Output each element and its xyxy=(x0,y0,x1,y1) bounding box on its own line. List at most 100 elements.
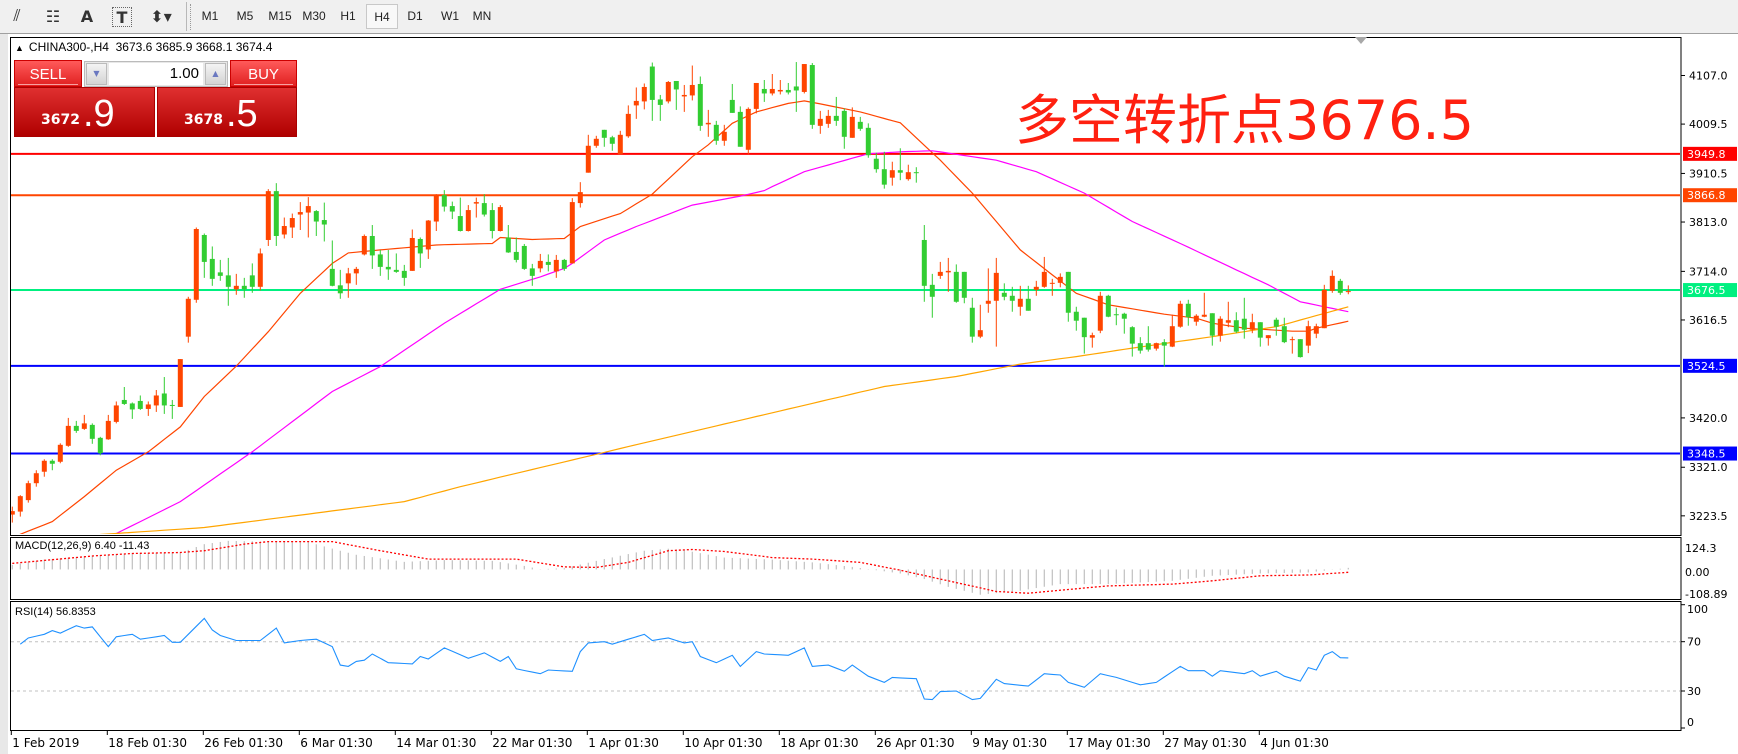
timeframe-m15[interactable]: M15 xyxy=(268,9,292,23)
timeframe-m5[interactable]: M5 xyxy=(236,9,254,23)
candle-body xyxy=(569,202,575,264)
candle xyxy=(129,402,135,419)
candle xyxy=(385,249,391,280)
candle xyxy=(657,94,663,121)
equidistant-channel-icon[interactable]: ⫽ xyxy=(13,6,21,25)
arrows-icon[interactable]: ⬍▾ xyxy=(150,6,172,26)
candle xyxy=(329,240,335,287)
date-label: 14 Mar 01:30 xyxy=(396,736,476,750)
candle xyxy=(409,229,415,271)
candle xyxy=(1049,278,1055,296)
candle-body xyxy=(185,298,191,337)
candle xyxy=(441,190,447,212)
candle xyxy=(73,420,79,433)
candle xyxy=(449,201,455,220)
price-tick-label: 3616.5 xyxy=(1689,314,1728,327)
candle-body xyxy=(97,437,103,454)
candle-body xyxy=(1345,291,1351,293)
candle-body xyxy=(1065,271,1071,313)
candle xyxy=(497,205,503,232)
candle xyxy=(1345,285,1351,295)
candle-body xyxy=(697,83,703,126)
candle xyxy=(169,399,175,419)
candle xyxy=(1097,291,1103,334)
candle xyxy=(121,387,127,405)
candle xyxy=(1265,335,1271,346)
candle-body xyxy=(465,210,471,232)
candle xyxy=(1233,312,1239,334)
level-price-tag xyxy=(1683,283,1737,298)
candle xyxy=(1217,316,1223,342)
chart-shift-marker[interactable] xyxy=(1355,37,1367,44)
lot-increase-button[interactable]: ▲ xyxy=(205,63,226,85)
sell-price-main: 3672 xyxy=(41,112,80,128)
candle-body xyxy=(929,284,935,297)
date-label: 1 Feb 2019 xyxy=(12,736,79,750)
candle-body xyxy=(689,84,695,96)
sell-price-button[interactable]: 3672 .9 xyxy=(14,87,155,137)
candle-body xyxy=(393,269,399,272)
timeframe-d1[interactable]: D1 xyxy=(407,9,423,23)
price-tick-label: 3420.0 xyxy=(1689,412,1728,425)
timeframe-mn[interactable]: MN xyxy=(472,9,492,23)
candle xyxy=(393,253,399,273)
timeframe-h1[interactable]: H1 xyxy=(340,9,356,23)
candle xyxy=(1193,314,1199,326)
candle-body xyxy=(161,393,167,406)
text-icon[interactable]: A xyxy=(80,6,94,26)
toolbar-grip[interactable] xyxy=(190,4,193,30)
candle xyxy=(1033,280,1039,296)
candle-body xyxy=(641,86,647,102)
candle-body xyxy=(377,254,383,267)
candle xyxy=(1073,306,1079,331)
candle-body xyxy=(1081,317,1087,338)
date-label: 17 May 01:30 xyxy=(1068,736,1150,750)
candle-body xyxy=(913,172,919,174)
candle-body xyxy=(1049,282,1055,284)
candle xyxy=(553,254,559,278)
candle xyxy=(977,304,983,339)
candle-body xyxy=(33,473,39,484)
candle-body xyxy=(11,511,15,515)
buy-button[interactable]: BUY xyxy=(230,60,297,87)
candle-body xyxy=(537,260,543,269)
candle xyxy=(1001,283,1007,301)
candle xyxy=(809,63,815,129)
sell-button[interactable]: SELL xyxy=(14,60,82,87)
timeframe-m1[interactable]: M1 xyxy=(201,9,219,23)
candle-body xyxy=(1009,295,1015,301)
timeframe-w1[interactable]: W1 xyxy=(441,9,459,23)
candle-body xyxy=(897,170,903,173)
candle-body xyxy=(321,220,327,225)
candle xyxy=(1257,322,1263,347)
candle xyxy=(1009,286,1015,312)
candle xyxy=(1089,332,1095,348)
candle xyxy=(529,263,535,286)
buy-price-button[interactable]: 3678 .5 xyxy=(157,87,297,137)
candle-body xyxy=(841,110,847,137)
candle xyxy=(457,197,463,232)
timeframe-h4[interactable]: H4 xyxy=(366,4,398,29)
candle xyxy=(585,134,591,173)
collapse-triangle-icon[interactable]: ▲ xyxy=(15,43,24,53)
candle xyxy=(1065,271,1071,322)
lot-decrease-button[interactable]: ▼ xyxy=(86,63,107,85)
macd-axis-label: -108.89 xyxy=(1685,588,1727,601)
candle-body xyxy=(177,359,183,407)
timeframe-m30[interactable]: M30 xyxy=(302,9,326,23)
candle xyxy=(1017,285,1023,316)
price-tick-label: 3223.5 xyxy=(1689,510,1728,523)
candle xyxy=(713,120,719,145)
candle-body xyxy=(233,285,239,290)
candle xyxy=(705,109,711,137)
buy-price-big: .5 xyxy=(226,93,258,135)
candle-body xyxy=(209,258,215,279)
lot-input[interactable]: 1.00 xyxy=(109,63,203,85)
candle-body xyxy=(881,169,887,185)
candle xyxy=(89,423,95,444)
fibonacci-icon[interactable]: ☷ xyxy=(45,6,61,26)
candle-body xyxy=(41,460,47,472)
date-label: 18 Apr 01:30 xyxy=(780,736,858,750)
text-label-icon[interactable]: T xyxy=(112,7,132,27)
